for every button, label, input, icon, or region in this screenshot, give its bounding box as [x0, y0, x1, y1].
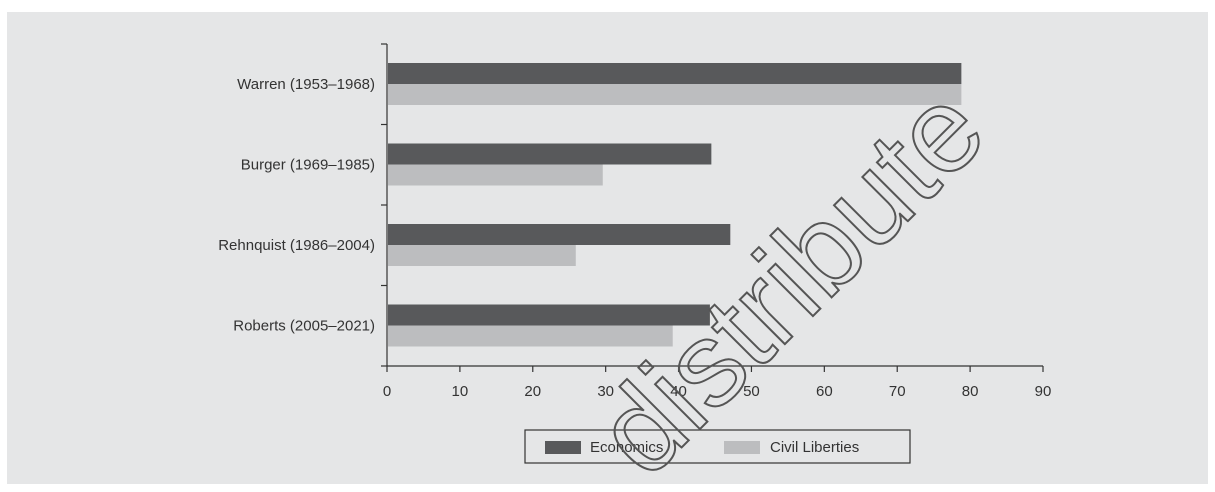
- category-label: Warren (1953–1968): [237, 76, 375, 93]
- category-label: Burger (1969–1985): [241, 157, 375, 174]
- x-tick-label: 30: [597, 383, 614, 400]
- bar-civil-liberties-0: [388, 84, 962, 105]
- x-tick-label: 50: [743, 383, 760, 400]
- bar-economics-0: [388, 63, 962, 84]
- x-tick-label: 90: [1035, 383, 1052, 400]
- bar-economics-2: [388, 224, 731, 245]
- labels-layer: Warren (1953–1968) Burger (1969–1985) Rehn…: [218, 76, 1051, 400]
- category-label: Roberts (2005–2021): [233, 318, 375, 335]
- bars-layer: [388, 63, 962, 347]
- x-tick-label: 70: [889, 383, 906, 400]
- legend-label-0: Economics: [590, 439, 663, 456]
- x-tick-label: 20: [524, 383, 541, 400]
- legend-label-1: Civil Liberties: [770, 439, 859, 456]
- x-tick-label: 40: [670, 383, 687, 400]
- x-tick-label: 60: [816, 383, 833, 400]
- x-tick-label: 80: [962, 383, 979, 400]
- bar-economics-3: [388, 304, 710, 326]
- bar-civil-liberties-3: [388, 325, 673, 347]
- x-tick-label: 0: [383, 383, 391, 400]
- axes-layer: [381, 43, 1044, 372]
- bar-economics-1: [388, 143, 712, 165]
- bar-chart: Warren (1953–1968) Burger (1969–1985) Rehn…: [218, 43, 1051, 484]
- bar-civil-liberties-1: [388, 164, 603, 186]
- legend-box: [524, 429, 911, 464]
- legend: Economics Civil Liberties: [524, 429, 911, 464]
- bar-civil-liberties-2: [388, 245, 576, 266]
- x-tick-label: 10: [452, 383, 469, 400]
- legend-swatch-1: [724, 441, 760, 454]
- watermark-text: distribute: [571, 61, 1010, 484]
- watermark: distribute: [570, 60, 1011, 484]
- legend-swatch-0: [545, 441, 581, 454]
- category-label: Rehnquist (1986–2004): [218, 237, 375, 254]
- chart-panel: Warren (1953–1968) Burger (1969–1985) Rehn…: [7, 12, 1208, 484]
